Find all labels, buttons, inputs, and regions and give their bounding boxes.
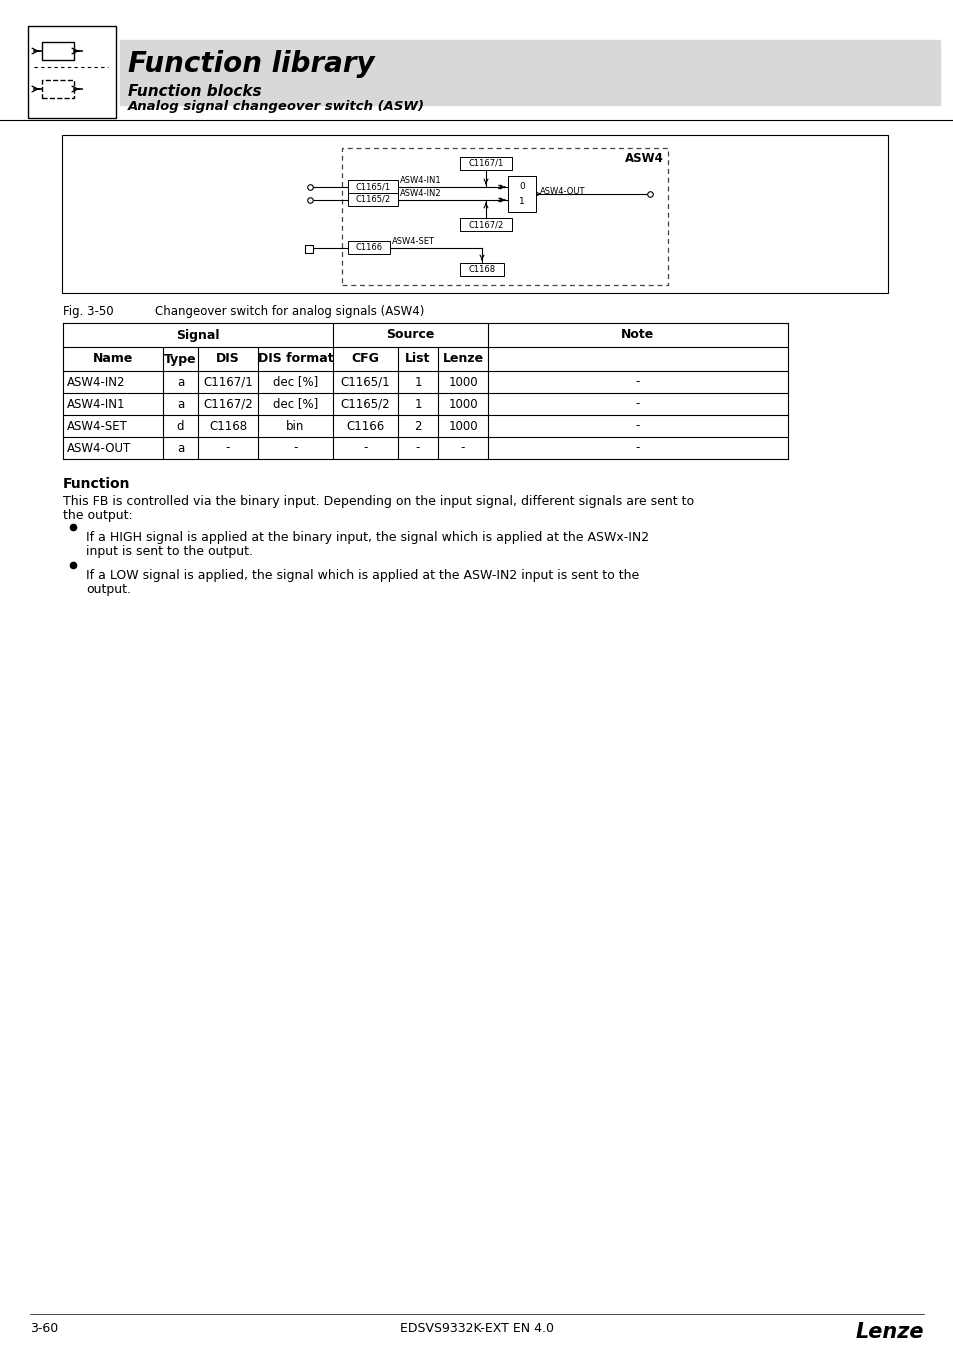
Text: ASW4-SET: ASW4-SET: [67, 420, 128, 432]
Text: dec [%]: dec [%]: [273, 397, 317, 410]
Bar: [42, 80, 74, 99]
Text: C1165/2: C1165/2: [340, 397, 390, 410]
Text: 1: 1: [414, 397, 421, 410]
Text: a: a: [176, 397, 184, 410]
Text: C1167/2: C1167/2: [468, 220, 503, 230]
Text: d: d: [176, 420, 184, 432]
Text: Function library: Function library: [128, 50, 375, 78]
Text: -: -: [635, 420, 639, 432]
Text: List: List: [405, 352, 430, 366]
Bar: [120, 40, 939, 105]
Text: Signal: Signal: [176, 328, 219, 342]
Text: If a HIGH signal is applied at the binary input, the signal which is applied at : If a HIGH signal is applied at the binar…: [86, 531, 648, 544]
Bar: [507, 176, 536, 212]
Text: 3-60: 3-60: [30, 1322, 58, 1335]
Text: ASW4-IN2: ASW4-IN2: [67, 375, 126, 389]
Text: ASW4-OUT: ASW4-OUT: [539, 188, 585, 197]
Text: -: -: [635, 441, 639, 455]
Bar: [348, 180, 397, 193]
Text: ASW4-IN1: ASW4-IN1: [399, 176, 441, 185]
Text: C1168: C1168: [468, 265, 495, 274]
Text: a: a: [176, 375, 184, 389]
Text: Function blocks: Function blocks: [128, 84, 261, 99]
Text: the output:: the output:: [63, 509, 132, 522]
Text: C1166: C1166: [355, 243, 382, 252]
Text: -: -: [635, 375, 639, 389]
Text: C1167/1: C1167/1: [468, 159, 503, 167]
Text: ASW4: ASW4: [624, 153, 663, 165]
Text: Changeover switch for analog signals (ASW4): Changeover switch for analog signals (AS…: [154, 305, 424, 319]
Text: C1165/1: C1165/1: [355, 182, 390, 190]
Bar: [62, 135, 887, 293]
Bar: [341, 148, 667, 285]
Bar: [348, 193, 397, 207]
Text: output.: output.: [86, 583, 131, 595]
Text: -: -: [635, 397, 639, 410]
Text: -: -: [460, 441, 465, 455]
Text: a: a: [176, 441, 184, 455]
Text: 1: 1: [518, 197, 524, 207]
Text: C1166: C1166: [346, 420, 384, 432]
Text: ASW4-SET: ASW4-SET: [392, 238, 435, 246]
Text: Source: Source: [386, 328, 435, 342]
Text: Function: Function: [63, 477, 131, 491]
Bar: [305, 244, 313, 252]
Text: Analog signal changeover switch (ASW): Analog signal changeover switch (ASW): [128, 100, 424, 113]
Text: 1000: 1000: [448, 420, 477, 432]
Text: Name: Name: [92, 352, 133, 366]
Text: bin: bin: [286, 420, 304, 432]
Text: CFG: CFG: [352, 352, 379, 366]
Text: EDSVS9332K-EXT EN 4.0: EDSVS9332K-EXT EN 4.0: [399, 1322, 554, 1335]
Text: 1000: 1000: [448, 397, 477, 410]
Text: -: -: [363, 441, 367, 455]
Text: If a LOW signal is applied, the signal which is applied at the ASW-IN2 input is : If a LOW signal is applied, the signal w…: [86, 568, 639, 582]
Text: Lenze: Lenze: [442, 352, 483, 366]
Text: DIS format: DIS format: [257, 352, 333, 366]
Text: This FB is controlled via the binary input. Depending on the input signal, diffe: This FB is controlled via the binary inp…: [63, 495, 694, 508]
Text: ASW4-IN1: ASW4-IN1: [67, 397, 126, 410]
Text: 2: 2: [414, 420, 421, 432]
Text: 0: 0: [518, 182, 524, 190]
Bar: [348, 242, 390, 254]
Text: input is sent to the output.: input is sent to the output.: [86, 545, 253, 558]
Text: 1: 1: [414, 375, 421, 389]
Text: Lenze: Lenze: [855, 1322, 923, 1342]
Text: C1167/2: C1167/2: [203, 397, 253, 410]
Bar: [459, 157, 512, 170]
Bar: [459, 263, 503, 275]
Text: 1000: 1000: [448, 375, 477, 389]
Text: ASW4-OUT: ASW4-OUT: [67, 441, 132, 455]
Bar: [28, 26, 116, 117]
Text: C1167/1: C1167/1: [203, 375, 253, 389]
Bar: [459, 217, 512, 231]
Text: -: -: [293, 441, 297, 455]
Text: -: -: [226, 441, 230, 455]
Text: C1165/2: C1165/2: [355, 194, 390, 204]
Text: Note: Note: [620, 328, 654, 342]
Text: C1168: C1168: [209, 420, 247, 432]
Text: Fig. 3-50: Fig. 3-50: [63, 305, 113, 319]
Text: dec [%]: dec [%]: [273, 375, 317, 389]
Text: ASW4-IN2: ASW4-IN2: [399, 189, 441, 198]
Text: C1165/1: C1165/1: [340, 375, 390, 389]
Bar: [42, 42, 74, 59]
Text: DIS: DIS: [216, 352, 239, 366]
Text: Type: Type: [164, 352, 196, 366]
Text: -: -: [416, 441, 419, 455]
